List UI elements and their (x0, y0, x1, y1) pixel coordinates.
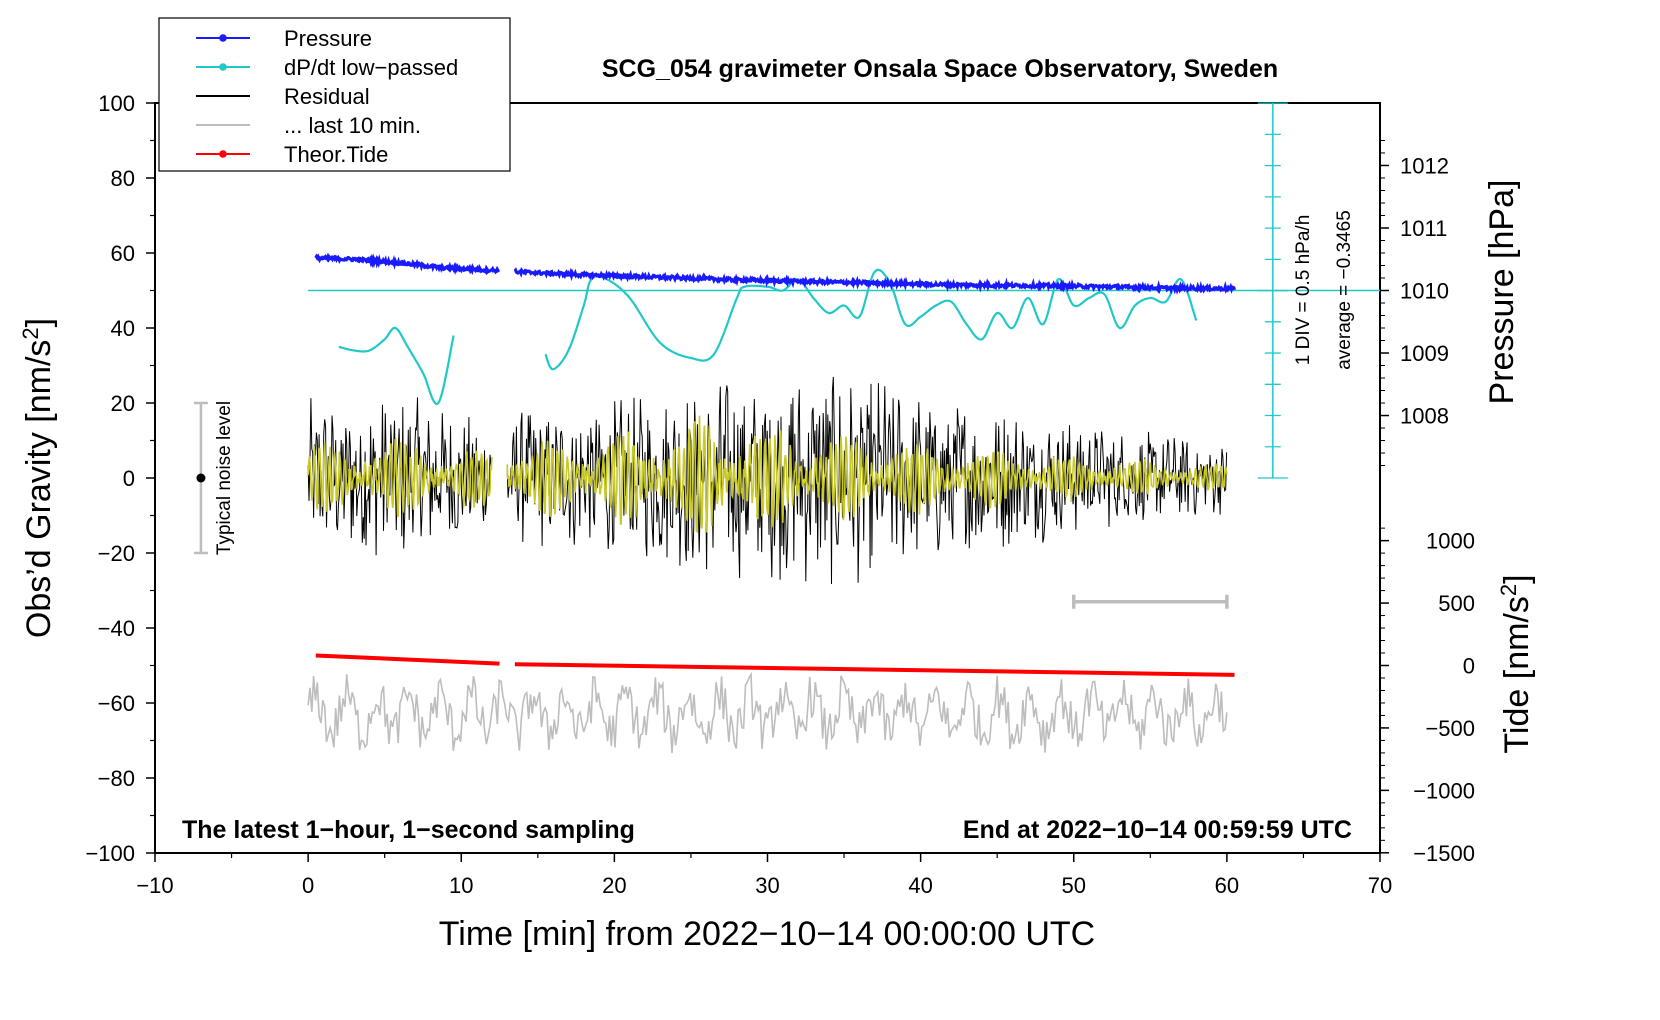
noise-level-label: Typical noise level (214, 401, 235, 555)
y-tick-label: 40 (111, 316, 135, 341)
legend-label: Residual (284, 84, 370, 109)
tide-tick-label: −1500 (1413, 841, 1475, 866)
legend-marker (219, 150, 227, 158)
y-tick-label: −40 (98, 616, 135, 641)
y-left-label-main: Obs’d Gravity [nm/s (20, 340, 58, 639)
pressure-tick-label: 1009 (1400, 341, 1449, 366)
tide-label-sup: 2 (1496, 584, 1521, 596)
tide-tick-label: 1000 (1426, 529, 1475, 554)
chart-title: SCG_054 gravimeter Onsala Space Observat… (602, 55, 1278, 83)
tide-tick-label: −500 (1425, 716, 1475, 741)
y-tick-label: −100 (85, 841, 135, 866)
x-axis-title: Time [min] from 2022−10−14 00:00:00 UTC (439, 915, 1095, 953)
legend-label: Theor.Tide (284, 142, 388, 167)
y-tick-label: 80 (111, 166, 135, 191)
dpdt-line (338, 326, 455, 406)
x-tick-label: −10 (136, 873, 173, 898)
pressure-axis-title: Pressure [hPa] (1483, 180, 1521, 405)
x-tick-label: 50 (1062, 873, 1086, 898)
y-tick-label: 60 (111, 241, 135, 266)
legend: Pressure dP/dt low−passed Residual ... last… (158, 17, 511, 172)
residual-smoothed-line (307, 437, 493, 518)
y-tick-label: −20 (98, 541, 135, 566)
pressure-line (513, 266, 1237, 296)
legend-box (158, 17, 511, 172)
x-tick-label: 40 (908, 873, 932, 898)
x-tick-label: 60 (1215, 873, 1239, 898)
y-tick-label: 100 (98, 91, 135, 116)
tide-tick-label: −1000 (1413, 778, 1475, 803)
pressure-tick-label: 1011 (1400, 216, 1447, 241)
tide-line (315, 653, 500, 666)
noise-level-dot (196, 473, 206, 483)
dpdt-scale-label: 1 DIV = 0.5 hPa/h (1293, 215, 1314, 366)
x-tick-label: 10 (449, 873, 473, 898)
pressure-line (314, 252, 501, 276)
pressure-tick-label: 1010 (1400, 279, 1449, 304)
dpdt-average-label: average = −0.3465 (1334, 210, 1355, 370)
chart-marks: −10 0 10 20 30 40 50 60 70−100−80−60−40−20020406… (85, 91, 1475, 898)
last10-trace (307, 671, 1228, 753)
y-axis-title-left: Obs’d Gravity [nm/s2] (18, 318, 58, 638)
y-left-label-sup: 2 (18, 327, 43, 339)
x-tick-label: 20 (602, 873, 626, 898)
footer-right-text: End at 2022−10−14 00:59:59 UTC (963, 816, 1352, 844)
legend-label: Pressure (284, 26, 372, 51)
pressure-tick-label: 1012 (1400, 153, 1449, 178)
tide-axis-title: Tide [nm/s2] (1496, 574, 1536, 753)
x-tick-label: 0 (302, 873, 314, 898)
tide-line (514, 662, 1235, 677)
tide-label-main: Tide [nm/s (1498, 596, 1536, 753)
y-left-label-close: ] (20, 318, 58, 327)
y-tick-label: −60 (98, 691, 135, 716)
x-tick-label: 30 (755, 873, 779, 898)
y-tick-label: 20 (111, 391, 135, 416)
tide-tick-label: 0 (1463, 654, 1475, 679)
legend-label: ... last 10 min. (284, 113, 421, 138)
y-tick-label: −80 (98, 766, 135, 791)
x-tick-label: 70 (1368, 873, 1392, 898)
legend-marker (219, 63, 227, 71)
y-tick-label: 0 (123, 466, 135, 491)
legend-label: dP/dt low−passed (284, 55, 458, 80)
footer-left-text: The latest 1−hour, 1−second sampling (182, 816, 635, 844)
pressure-tick-label: 1008 (1400, 404, 1449, 429)
residual-smoothed-line (506, 415, 1228, 534)
tide-label-close: ] (1498, 574, 1536, 583)
legend-marker (219, 34, 227, 42)
tide-tick-label: 500 (1438, 591, 1475, 616)
